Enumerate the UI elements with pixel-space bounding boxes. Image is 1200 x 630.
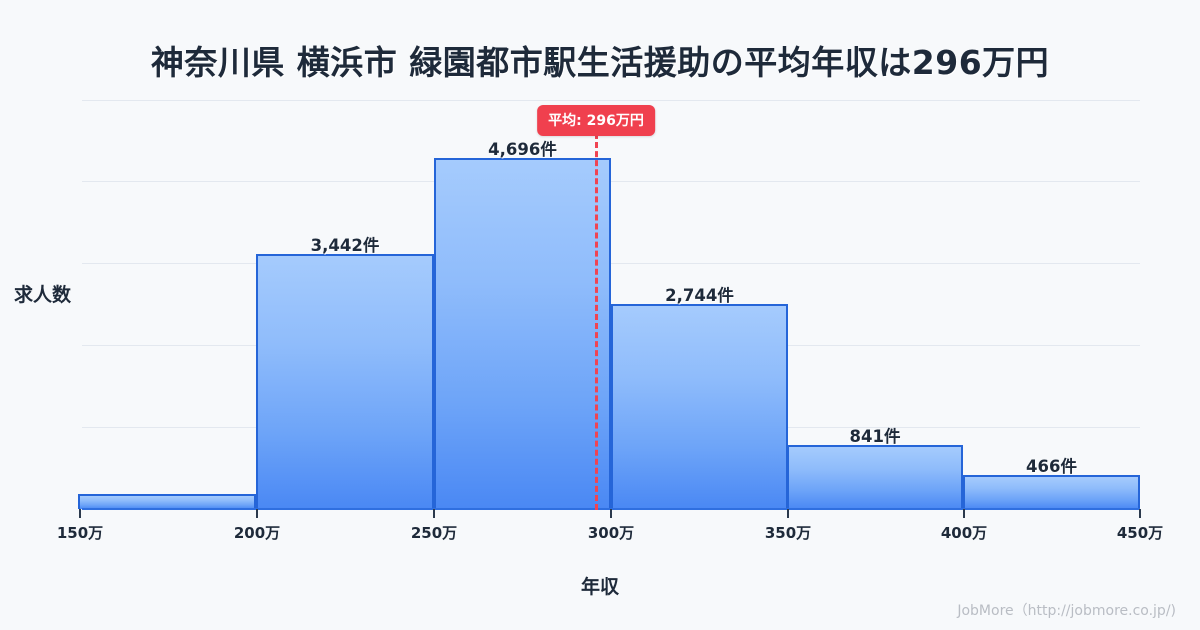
watermark-credit: JobMore（http://jobmore.co.jp/) (957, 603, 1176, 619)
bar-value-label-bin-350-400: 841件 (849, 427, 901, 446)
x-tick-2 (433, 509, 435, 518)
bar-value-label-bin-400-450: 466件 (1026, 457, 1077, 476)
x-tick-label-6: 450万 (1116, 524, 1164, 542)
average-badge: 平均: 296万円 (537, 105, 655, 136)
x-tick-1 (256, 509, 258, 518)
x-tick-4 (787, 509, 789, 518)
bar-bin-400-450[interactable] (963, 475, 1140, 509)
x-tick-label-2: 250万 (410, 524, 458, 542)
bar-value-label-bin-300-350: 2,744件 (665, 286, 734, 305)
bar-bin-200-250[interactable] (256, 254, 434, 509)
x-tick-5 (963, 509, 965, 518)
x-tick-label-4: 350万 (764, 524, 812, 542)
bar-value-label-bin-250-300: 4,696件 (488, 140, 557, 159)
x-tick-label-0: 150万 (56, 524, 104, 542)
gridline-2 (82, 263, 1140, 264)
bar-value-label-bin-200-250: 3,442件 (310, 236, 380, 255)
x-tick-6 (1139, 509, 1141, 518)
chart-title: 神奈川県 横浜市 緑園都市駅生活援助の平均年収は296万円 (150, 43, 1050, 82)
x-tick-label-1: 200万 (233, 524, 281, 542)
x-tick-0 (79, 509, 81, 518)
x-tick-3 (610, 509, 612, 518)
gridline-0 (82, 100, 1140, 101)
x-tick-label-3: 300万 (587, 524, 635, 542)
gridline-1 (82, 181, 1140, 182)
x-tick-label-5: 400万 (940, 524, 988, 542)
bar-bin-250-300[interactable] (434, 158, 611, 509)
x-axis-label: 年収 (580, 576, 619, 598)
bar-bin-300-350[interactable] (611, 304, 788, 509)
y-axis-label: 求人数 (14, 284, 72, 306)
bar-bin-350-400[interactable] (787, 445, 963, 509)
bar-bin-150-200[interactable] (78, 494, 256, 509)
average-dashed-line (595, 133, 598, 510)
